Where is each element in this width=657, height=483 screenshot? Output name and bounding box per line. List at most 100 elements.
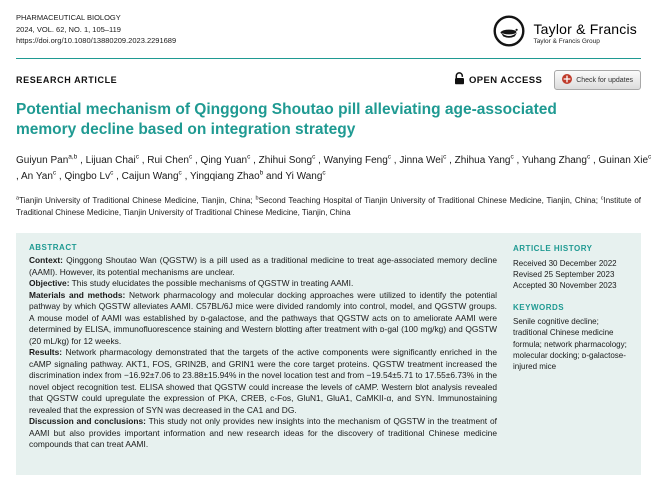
author-affiliation-sup: c [387, 153, 392, 161]
abstract-sections: Context: Qinggong Shoutao Wan (QGSTW) is… [29, 255, 497, 451]
author-affiliation-sup: c [322, 169, 326, 177]
journal-issue: 2024, VOL. 62, NO. 1, 105–119 [16, 24, 121, 34]
author-name: , Guinan Xie [592, 154, 649, 166]
author: Guiyun Pana,b [16, 153, 78, 166]
author: , Wanying Fengc [318, 153, 392, 166]
author-name: and Yi Wang [266, 170, 323, 182]
author: , Guinan Xiec [592, 153, 652, 166]
abstract-heading: ABSTRACT [29, 243, 77, 253]
author-affiliation-sup: c [188, 153, 193, 161]
abstract-section-text: This study not only provides new insight… [29, 416, 497, 450]
author-affiliation-sup: c [135, 153, 139, 161]
author-affiliation-sup: c [312, 153, 316, 161]
author: and Yi Wangc [266, 169, 326, 182]
affiliation: cInstitute of Traditional Chinese Medici… [16, 194, 641, 218]
doi-link[interactable]: https://doi.org/10.1080/13880209.2023.22… [16, 36, 177, 46]
affiliation-sup: b [255, 194, 259, 201]
publisher-group: Taylor & Francis Group [533, 38, 600, 46]
abstract-section: Objective: This study elucidates the pos… [29, 278, 497, 290]
affiliation-text: Institute of Traditional Chinese Medicin… [16, 195, 641, 218]
author-affiliation-sup: c [510, 153, 514, 161]
author-name: , Qing Yuan [195, 154, 248, 166]
article-history-item: Received 30 December 2022 [513, 258, 617, 268]
author-affiliation-sup: c [178, 169, 182, 177]
author-affiliation-sup: c [586, 153, 591, 161]
article-meta-row: RESEARCH ARTICLE OPEN ACCESS [16, 70, 641, 90]
publisher-wordmark: Taylor & Francis Taylor & Francis Group [533, 20, 637, 46]
author-list: Guiyun Pana,b , Lijuan Chaic , Rui Chenc… [16, 152, 652, 185]
author-name: Guiyun Pan [16, 154, 69, 166]
author: , Caijun Wangc [116, 169, 182, 182]
article-history-item: Revised 25 September 2023 [513, 269, 615, 279]
affiliation-text: Tianjin University of Traditional Chines… [19, 195, 256, 205]
header-divider [16, 58, 641, 59]
article-history-list: Received 30 December 2022 Revised 25 Sep… [513, 258, 629, 292]
author-name: , Caijun Wang [116, 170, 179, 182]
journal-header: PHARMACEUTICAL BIOLOGY 2024, VOL. 62, NO… [0, 0, 657, 53]
author: , Qing Yuanc [195, 153, 251, 166]
abstract-section-label: Discussion and conclusions: [29, 416, 146, 427]
author-name: , Zhihui Song [253, 154, 313, 166]
author-name: , Yuhang Zhang [516, 154, 587, 166]
keywords-heading: KEYWORDS [513, 302, 565, 312]
abstract-section-label: Objective: [29, 278, 70, 289]
article-history-heading: ARTICLE HISTORY [513, 244, 593, 254]
author-name: , Jinna Wei [393, 154, 444, 166]
publication-info: PHARMACEUTICAL BIOLOGY 2024, VOL. 62, NO… [16, 12, 176, 47]
author: , An Yanc [16, 169, 57, 182]
publisher-name: Taylor & Francis [533, 20, 637, 37]
author: , Qingbo Lvc [58, 169, 114, 182]
crossmark-icon [562, 74, 573, 86]
author-affiliation-sup: c [247, 153, 251, 161]
open-access-badge[interactable]: OPEN ACCESS [454, 72, 542, 88]
abstract-section: Discussion and conclusions: This study n… [29, 416, 497, 451]
abstract-section-text: This study elucidates the possible mecha… [69, 278, 354, 289]
article-info-column: ARTICLE HISTORY Received 30 December 202… [513, 243, 629, 463]
open-lock-icon [454, 72, 465, 88]
journal-name: PHARMACEUTICAL BIOLOGY [16, 13, 121, 22]
author-name: , Lijuan Chai [80, 154, 136, 166]
publisher-logo: Taylor & Francis Taylor & Francis Group [492, 14, 637, 53]
author: , Zhihua Yangc [449, 153, 514, 166]
affiliations: aTianjin University of Traditional Chine… [16, 194, 641, 220]
author-name: , Wanying Feng [318, 154, 388, 166]
affiliation-sup: c [600, 194, 604, 201]
author-affiliation-sup: a,b [68, 153, 78, 161]
author-affiliation-sup: b [259, 169, 264, 177]
affiliation: aTianjin University of Traditional Chine… [16, 194, 256, 205]
abstract-section: Context: Qinggong Shoutao Wan (QGSTW) is… [29, 255, 497, 278]
affiliation: bSecond Teaching Hospital of Tianjin Uni… [255, 194, 601, 205]
article-history-item: Accepted 30 November 2023 [513, 281, 617, 291]
author: , Yuhang Zhangc [516, 153, 591, 166]
author-affiliation-sup: c [52, 169, 57, 177]
author: , Rui Chenc [141, 153, 193, 166]
author: , Yingqiang Zhaob [184, 169, 264, 182]
lamp-in-circle-icon [492, 14, 526, 53]
author: , Jinna Weic [393, 153, 447, 166]
abstract-column: ABSTRACT Context: Qinggong Shoutao Wan (… [29, 243, 497, 463]
affiliation-text: Second Teaching Hospital of Tianjin Univ… [258, 195, 601, 205]
abstract-section-label: Results: [29, 347, 63, 358]
keywords-text: Senile cognitive decline; traditional Ch… [513, 316, 627, 372]
author-name: , Qingbo Lv [58, 170, 111, 182]
author-name: , Yingqiang Zhao [184, 170, 260, 182]
article-type-label: RESEARCH ARTICLE [16, 75, 118, 85]
author: , Zhihui Songc [253, 153, 316, 166]
abstract-section-text: Qinggong Shoutao Wan (QGSTW) is a pill u… [29, 255, 497, 277]
abstract-section: Results: Network pharmacology demonstrat… [29, 347, 497, 416]
open-access-label: OPEN ACCESS [468, 74, 543, 86]
abstract-box: ABSTRACT Context: Qinggong Shoutao Wan (… [16, 233, 641, 476]
author: , Lijuan Chaic [80, 153, 139, 166]
abstract-section-text: Network pharmacology and molecular docki… [29, 289, 497, 346]
affiliation-sup: a [16, 194, 20, 201]
author-name: , Rui Chen [141, 154, 189, 166]
check-for-updates-label: Check for updates [576, 76, 633, 84]
abstract-section-label: Context: [29, 255, 63, 266]
abstract-section: Materials and methods: Network pharmacol… [29, 290, 497, 348]
check-for-updates-button[interactable]: Check for updates [554, 70, 641, 90]
author-affiliation-sup: c [648, 153, 652, 161]
badges-cluster: OPEN ACCESS Check for updates [454, 70, 641, 90]
author-affiliation-sup: c [110, 169, 114, 177]
author-name: , Zhihua Yang [449, 154, 511, 166]
